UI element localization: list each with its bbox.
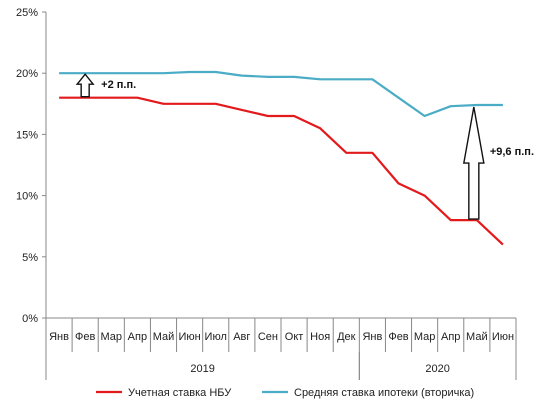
x-tick-label: Янв bbox=[362, 331, 382, 343]
series-lines bbox=[59, 70, 504, 246]
x-tick-label: Дек bbox=[337, 331, 356, 343]
x-tick-label: Апр bbox=[128, 331, 147, 343]
series-line-2 bbox=[59, 70, 503, 118]
x-tick-label: Сен bbox=[258, 331, 278, 343]
y-tick-label: 0% bbox=[22, 313, 38, 325]
x-tick-label: Окт bbox=[285, 331, 304, 343]
x-tick-label: Янв bbox=[49, 331, 69, 343]
x-tick-label: Фев bbox=[75, 331, 95, 343]
annotations: +2 п.п. +9,6 п.п. bbox=[75, 73, 534, 220]
x-tick-label: Ноя bbox=[310, 331, 330, 343]
y-tick-label: 10% bbox=[16, 191, 38, 203]
annotation-label: +9,6 п.п. bbox=[490, 146, 534, 158]
x-tick-label: Июн bbox=[492, 331, 514, 343]
legend: Учетная ставка НБУ Средняя ставка ипотеки… bbox=[96, 387, 474, 399]
legend-label: Средняя ставка ипотеки (вторичка) bbox=[294, 387, 474, 399]
y-tick-label: 15% bbox=[16, 129, 38, 141]
y-axis-ticks: 0% 5% 10% 15% 20% 25% bbox=[16, 7, 46, 325]
y-tick-label: 5% bbox=[22, 252, 38, 264]
x-axis-ticks: Янв Фев Мар Апр Май Июн Июл Авг Сен Окт Ноя Дек Янв Ф… bbox=[45, 318, 517, 352]
annotation-label: +2 п.п. bbox=[101, 79, 136, 91]
x-tick-label: Май bbox=[153, 331, 175, 343]
x-tick-label: Апр bbox=[441, 331, 460, 343]
year-labels: 2019 2020 bbox=[45, 352, 517, 380]
x-tick-label: Май bbox=[466, 331, 488, 343]
up-arrow-icon bbox=[75, 73, 95, 98]
up-arrow-icon bbox=[462, 106, 485, 220]
x-tick-label: Мар bbox=[101, 331, 123, 343]
x-tick-label: Мар bbox=[414, 331, 436, 343]
x-tick-label: Авг bbox=[233, 331, 250, 343]
year-label: 2020 bbox=[425, 363, 449, 375]
x-tick-label: Фев bbox=[388, 331, 408, 343]
y-tick-label: 20% bbox=[16, 68, 38, 80]
legend-label: Учетная ставка НБУ bbox=[128, 387, 232, 399]
year-label: 2019 bbox=[190, 363, 214, 375]
x-tick-label: Июн bbox=[178, 331, 200, 343]
series-line-1 bbox=[59, 96, 504, 246]
y-tick-label: 25% bbox=[16, 7, 38, 19]
axes bbox=[45, 12, 516, 319]
x-tick-label: Июл bbox=[205, 331, 227, 343]
